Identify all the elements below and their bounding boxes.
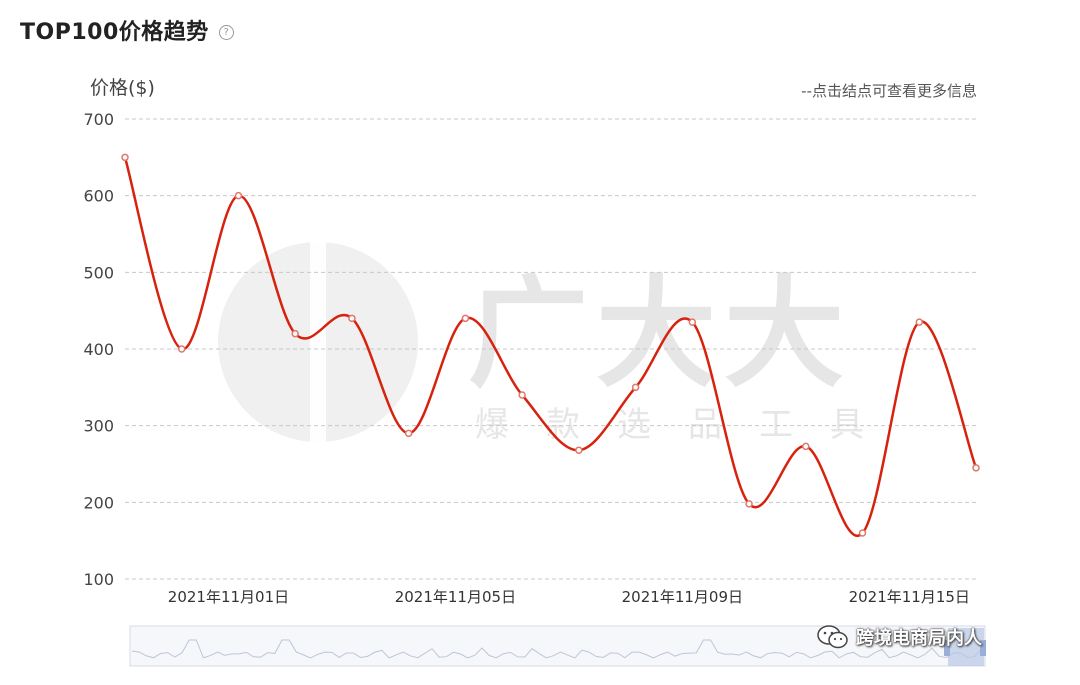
x-tick-label: 2021年11月15日 [849,588,970,606]
question-circle-icon[interactable]: ? [218,24,234,40]
data-point[interactable] [461,314,470,323]
y-tick-label: 700 [83,110,114,129]
y-tick-label: 600 [83,187,114,206]
data-point[interactable] [631,383,640,392]
data-point[interactable] [177,345,186,353]
page-title: TOP100价格趋势 [20,20,209,45]
watermark-main-text: 广大大 [468,265,852,404]
data-point[interactable] [688,318,697,326]
y-tick-label: 400 [83,340,114,359]
watermark: 广大大爆款选品工具 [218,240,864,445]
data-point[interactable] [858,529,867,537]
watermark-logo-divider [310,240,326,445]
brand-watermark: 跨境电商局内人 [816,624,982,650]
y-tick-label: 300 [83,417,114,436]
x-tick-labels: 2021年11月01日 2021年11月05日 2021年11月09日 2021年11… [168,588,970,606]
data-point[interactable] [291,329,299,338]
watermark-sub-char: 工 [759,405,793,445]
data-point[interactable] [972,464,980,472]
brand-text: 跨境电商局内人 [856,628,982,649]
series-line [123,156,978,537]
data-point[interactable] [121,153,129,162]
watermark-sub-char: 选 [617,405,651,445]
watermark-sub-char: 款 [546,405,580,445]
data-point[interactable] [234,191,243,200]
watermark-sub-char: 品 [688,405,722,445]
x-tick-label: 2021年11月05日 [395,588,516,606]
hint-text: --点击结点可查看更多信息 [801,82,977,100]
data-point[interactable] [745,500,753,508]
data-point[interactable] [404,429,413,438]
x-tick-label: 2021年11月01日 [168,588,289,606]
y-tick-labels: 700 600 500 400 300 200 100 [83,110,114,589]
y-tick-label: 100 [83,570,114,589]
y-tick-label: 200 [83,493,114,512]
y-axis-label: 价格($) [90,77,155,99]
watermark-sub-char: 爆 [475,405,509,445]
wechat-icon [817,625,848,649]
navigator-left-handle[interactable] [944,640,950,656]
navigator-overview-line [131,639,983,659]
series-layer [123,156,978,537]
watermark-sub-char: 具 [830,405,864,445]
data-point[interactable] [575,446,583,454]
data-point[interactable] [915,318,924,326]
navigator-selection[interactable] [948,628,984,666]
navigator-right-handle[interactable] [980,640,986,656]
data-point[interactable] [348,314,356,323]
points-layer[interactable] [121,153,980,537]
y-tick-label: 500 [83,263,114,282]
data-point[interactable] [802,442,810,451]
x-tick-label: 2021年11月09日 [622,588,743,606]
title-row: TOP100价格趋势 ? [20,14,234,46]
data-point[interactable] [518,391,526,399]
